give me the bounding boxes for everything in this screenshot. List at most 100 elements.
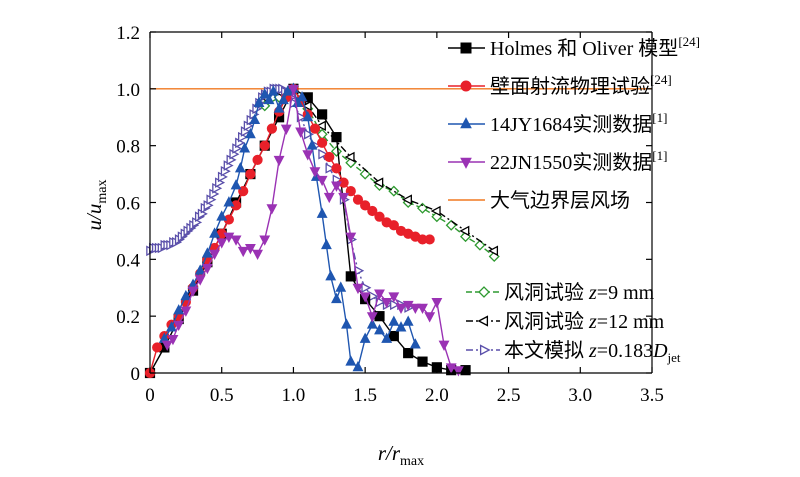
- data-point: [252, 154, 263, 165]
- legend-label: 风洞试验 z=9 mm: [504, 281, 655, 304]
- data-point: [345, 271, 356, 282]
- data-point: [344, 151, 355, 163]
- legend-swatch-marker: [460, 42, 472, 54]
- data-point: [230, 235, 242, 246]
- legend-swatch-marker: [478, 286, 490, 298]
- data-point: [374, 324, 385, 335]
- data-point: [325, 163, 336, 174]
- data-point: [374, 211, 385, 222]
- series-2: [158, 82, 421, 372]
- data-point: [488, 245, 499, 257]
- data-point: [296, 111, 307, 123]
- data-point: [180, 289, 192, 301]
- data-point: [331, 163, 342, 174]
- y-tick-label: 0.2: [116, 307, 140, 328]
- legend-label: 壁面射流物理试验[24]: [490, 72, 672, 98]
- data-point: [288, 84, 299, 96]
- data-point: [409, 338, 421, 349]
- data-point: [352, 283, 364, 295]
- data-point: [309, 123, 321, 134]
- data-point: [459, 225, 470, 237]
- data-point: [259, 140, 270, 151]
- data-point: [445, 219, 457, 231]
- data-point: [390, 299, 401, 311]
- legend-label: 本文模拟 z=0.183Djet: [504, 339, 681, 365]
- legend-swatch-marker: [479, 344, 491, 356]
- data-point: [417, 303, 428, 315]
- data-point: [366, 312, 378, 323]
- data-point: [267, 85, 279, 96]
- data-point: [259, 88, 271, 99]
- data-point: [381, 332, 393, 343]
- legend-item: 22JN1550实测数据[1]: [448, 148, 667, 174]
- data-point: [402, 300, 414, 312]
- data-point: [374, 289, 385, 300]
- data-point: [325, 270, 337, 281]
- data-point: [331, 292, 342, 304]
- data-point: [395, 321, 407, 332]
- data-point: [388, 330, 399, 342]
- data-point: [438, 340, 450, 351]
- data-point: [273, 155, 285, 167]
- data-point: [249, 113, 261, 125]
- data-point: [402, 315, 414, 326]
- data-point: [259, 235, 271, 246]
- data-point: [373, 177, 384, 188]
- x-tick-label: 0.5: [210, 385, 234, 406]
- data-point: [341, 318, 352, 329]
- legend-label: 风洞试验 z=12 mm: [504, 310, 665, 333]
- data-point: [424, 312, 436, 323]
- data-point: [301, 100, 312, 112]
- legend-item: 风洞试验 z=9 mm: [466, 281, 655, 304]
- data-point: [331, 132, 342, 143]
- data-point: [424, 234, 435, 245]
- data-point: [239, 142, 251, 153]
- data-point: [194, 264, 206, 275]
- data-point: [244, 127, 256, 139]
- data-point: [309, 167, 321, 178]
- data-point: [167, 334, 179, 346]
- data-point: [230, 179, 242, 190]
- data-point: [381, 298, 393, 309]
- data-point: [173, 304, 185, 315]
- data-point: [323, 192, 335, 204]
- legend-swatch-marker: [460, 117, 472, 129]
- data-point: [388, 315, 400, 326]
- data-point: [320, 238, 332, 250]
- x-tick-label: 1.0: [282, 385, 306, 406]
- data-point: [234, 162, 246, 173]
- legend-item: 壁面射流物理试验[24]: [448, 72, 672, 98]
- data-point: [318, 148, 329, 160]
- series-secondary-1: [258, 83, 499, 257]
- data-point: [216, 210, 228, 221]
- data-point: [302, 150, 314, 161]
- data-point: [359, 292, 371, 303]
- data-point: [331, 181, 342, 192]
- data-point: [324, 151, 335, 163]
- data-point: [474, 239, 486, 251]
- data-point: [280, 124, 292, 135]
- data-point: [253, 96, 265, 107]
- svg-text:r/rmax: r/rmax: [378, 441, 424, 469]
- data-point: [367, 205, 378, 217]
- y-axis-label: u/umax: [82, 180, 110, 231]
- data-point: [361, 282, 372, 294]
- data-point: [266, 204, 278, 215]
- data-point: [366, 318, 378, 329]
- series-line: [163, 87, 416, 369]
- x-tick-label: 2.5: [497, 385, 521, 406]
- data-point: [338, 192, 350, 204]
- legend-label: 22JN1550实测数据[1]: [490, 148, 667, 174]
- data-point: [223, 196, 235, 207]
- legend-item: 风洞试验 z=12 mm: [466, 310, 665, 333]
- data-point: [317, 137, 328, 148]
- svg-text:u/umax: u/umax: [82, 180, 110, 231]
- data-point: [273, 102, 285, 113]
- data-point: [403, 348, 414, 359]
- x-axis-label: r/rmax: [378, 441, 424, 469]
- data-point: [266, 123, 278, 134]
- data-point: [354, 265, 365, 276]
- data-point: [360, 200, 371, 211]
- data-point: [201, 263, 213, 275]
